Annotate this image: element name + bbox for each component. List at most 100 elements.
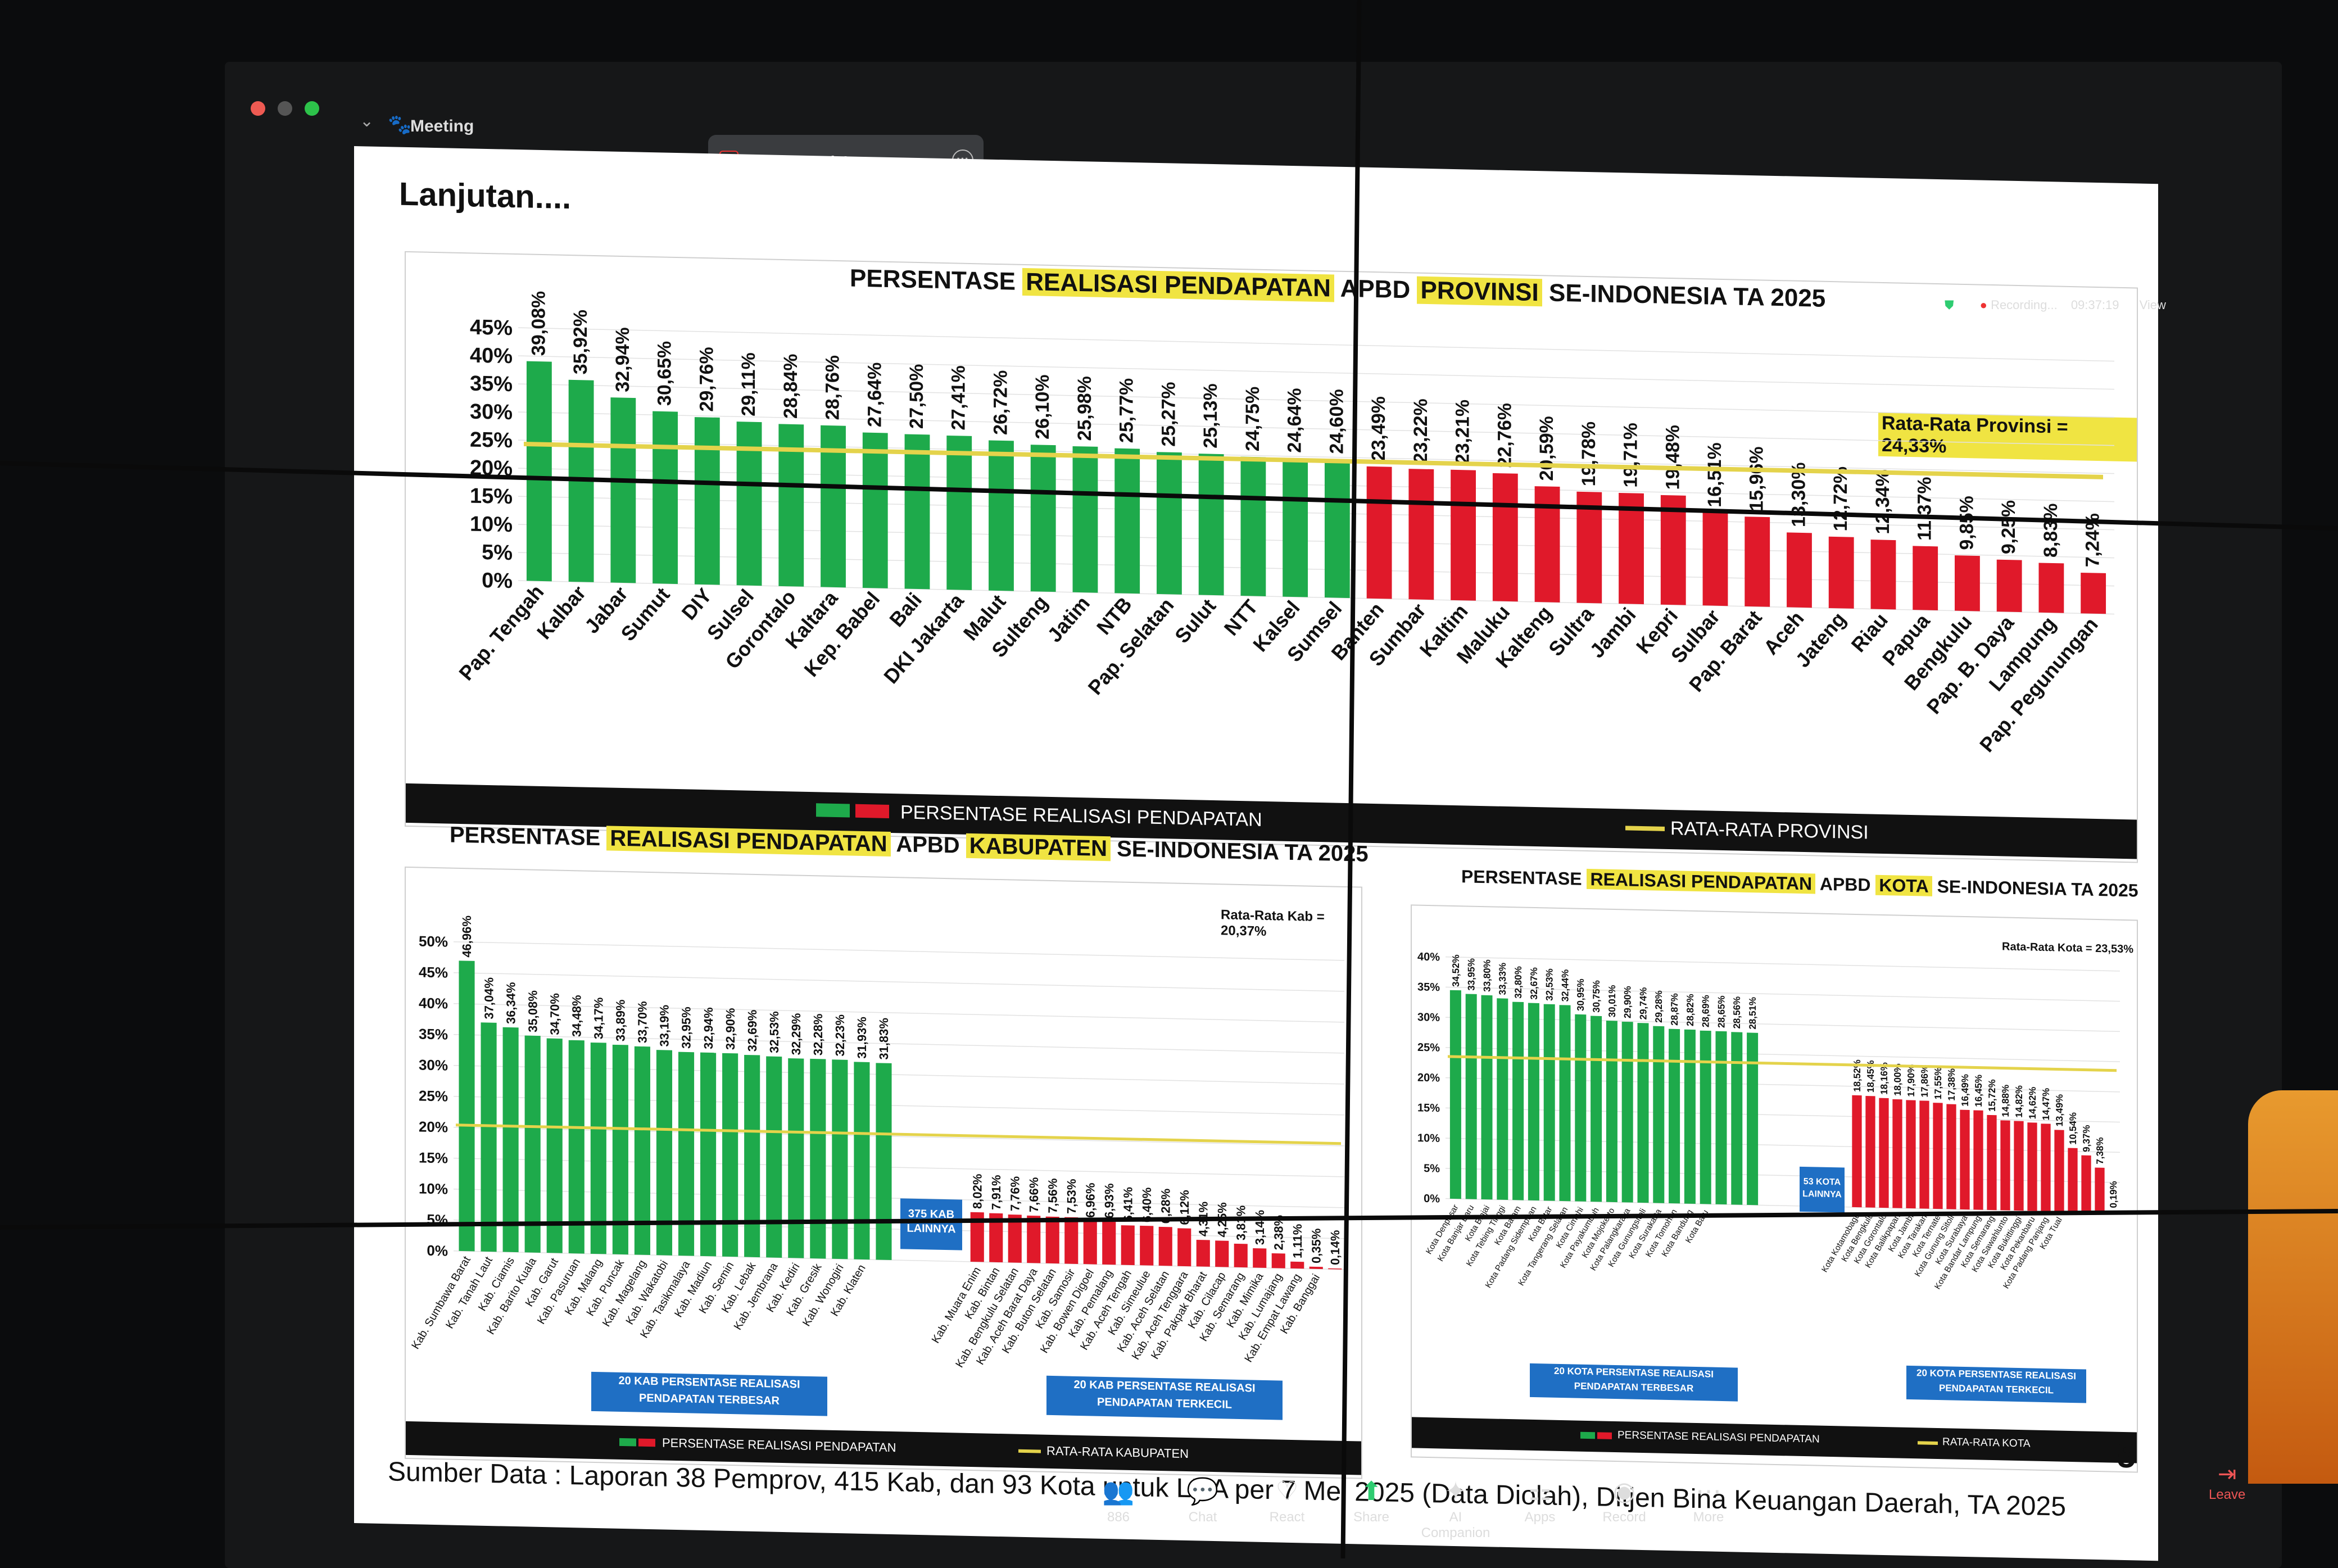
bar-sulsel (736, 422, 762, 586)
bar-value-label: 17,38% (1946, 1068, 1957, 1101)
bar-value-label: 33,19% (658, 1005, 672, 1047)
bar (2054, 1130, 2064, 1212)
bar (2068, 1148, 2078, 1212)
bar-aceh (1787, 532, 1812, 608)
gridline (454, 1064, 1344, 1085)
chat-icon: 💬 (1186, 1476, 1219, 1506)
y-tick-label: 20% (1417, 1072, 1440, 1085)
bar-value-label: 31,83% (877, 1018, 891, 1060)
bar (1684, 1029, 1696, 1204)
chat-button[interactable]: 💬 Chat (1163, 1472, 1242, 1525)
apps-button[interactable]: ⚏ Apps (1501, 1472, 1579, 1525)
bar-value-label: 12,34% (1872, 469, 1893, 534)
bar-value-label: 32,23% (833, 1014, 847, 1057)
view-button[interactable]: View (2139, 298, 2166, 312)
bar-dki-jakarta (946, 435, 972, 591)
slide-heading: Lanjutan.... (399, 175, 572, 216)
x-category-label: Jatim (1043, 592, 1094, 647)
gridline (454, 1250, 1344, 1270)
bar (1606, 1021, 1617, 1203)
bar (1559, 1005, 1571, 1202)
record-button[interactable]: ◉ Record (1585, 1472, 1664, 1525)
sparkle-icon: ✦ (1444, 1476, 1467, 1506)
bar-value-label: 6,41% (1121, 1187, 1135, 1222)
bar-riau (1870, 540, 1896, 610)
gridline (518, 580, 2114, 615)
y-tick-label: 40% (419, 995, 448, 1012)
share-button[interactable]: ⬆ Share (1332, 1472, 1411, 1525)
bar-value-label: 17,90% (1906, 1064, 1916, 1097)
kabupaten-terbesar-badge: 20 KAB PERSENTASE REALISASI PENDAPATAN T… (591, 1371, 827, 1416)
bar (1946, 1104, 1956, 1209)
background-orange-shape (2248, 1090, 2338, 1484)
bar (2041, 1123, 2051, 1212)
bar-value-label: 33,89% (614, 999, 628, 1041)
close-window-button[interactable] (251, 101, 265, 116)
bar-value-label: 28,69% (1701, 995, 1711, 1027)
legend-green-swatch (816, 803, 850, 818)
bar-kalsel (1283, 458, 1308, 597)
bar-jateng (1828, 536, 1854, 609)
gridline (518, 383, 2114, 418)
legend-realisasi-label: PERSENTASE REALISASI PENDAPATAN (662, 1435, 896, 1455)
bar (1852, 1095, 1862, 1208)
bar (1271, 1253, 1285, 1268)
bar (1027, 1215, 1041, 1263)
bar (1465, 994, 1477, 1199)
leave-icon: ⇥ (2217, 1462, 2237, 1487)
bar-value-label: 7,76% (1008, 1176, 1022, 1212)
bar-value-label: 32,53% (1544, 968, 1555, 1001)
bar (989, 1213, 1003, 1263)
bar (2027, 1122, 2037, 1211)
recording-status: ⛊ ● Recording... 09:37:19 View (1945, 298, 2166, 312)
bar (1177, 1228, 1191, 1267)
y-tick-label: 30% (419, 1057, 448, 1074)
bar (1669, 1028, 1680, 1204)
gridline (454, 1219, 1344, 1239)
bar (1865, 1095, 1875, 1208)
chart-kabupaten-panel: Rata-Rata Kab = 20,37% 0% 5% 10% 15% 20% 25% 3… (405, 866, 1362, 1479)
legend-red-swatch (855, 804, 889, 818)
y-tick-label: 35% (419, 1026, 448, 1043)
react-button[interactable]: ♡ React (1248, 1472, 1326, 1525)
bar-value-label: 23,22% (1410, 398, 1431, 464)
bar-value-label: 30,75% (1591, 980, 1602, 1013)
y-tick-label: 15% (1417, 1102, 1440, 1114)
bar-papua (1913, 546, 1938, 611)
window-title: Meeting (410, 117, 474, 135)
bar-value-label: 29,11% (738, 352, 759, 416)
y-tick-label: 5% (1424, 1162, 1440, 1175)
leave-button[interactable]: ⇥ Leave (2209, 1462, 2246, 1502)
bar (546, 1038, 563, 1253)
bar (722, 1053, 738, 1257)
bar-value-label: 27,64% (864, 362, 885, 427)
bar-value-label: 34,48% (569, 995, 583, 1037)
bar (1528, 1003, 1539, 1201)
bar (1960, 1109, 1970, 1210)
y-tick-label: 5% (427, 1211, 448, 1229)
maximize-window-button[interactable] (305, 101, 319, 116)
gridline (1446, 956, 2120, 972)
bar-lampung (2038, 563, 2064, 613)
bar-value-label: 28,82% (1685, 994, 1696, 1026)
bar (1045, 1216, 1059, 1264)
participants-button[interactable]: 👥 886 (1079, 1472, 1158, 1525)
bar (656, 1050, 673, 1256)
bar-value-label: 32,90% (723, 1008, 737, 1050)
chart-kabupaten-svg: 0%5%10%15%20%25%30%35%40%45%50% 46,96%Kab… (409, 916, 1344, 1370)
ai-companion-button[interactable]: ✦ AI Companion (1416, 1472, 1495, 1541)
chevron-down-icon[interactable]: ⌄ (360, 112, 374, 130)
bar-value-label: 1,11% (1290, 1224, 1304, 1259)
legend-red-swatch (638, 1438, 655, 1447)
bar (1290, 1261, 1304, 1269)
bar (2081, 1155, 2091, 1212)
more-button[interactable]: ⋯ More (1669, 1472, 1748, 1525)
minimize-window-button[interactable] (278, 101, 292, 116)
bar-value-label: 30,95% (1575, 978, 1586, 1011)
bar-pap-pegunungan (2081, 572, 2106, 614)
bar-value-label: 16,45% (1973, 1075, 1984, 1107)
bar-value-label: 7,24% (2082, 513, 2104, 568)
bar-value-label: 10,54% (2068, 1112, 2078, 1145)
bar (502, 1027, 519, 1253)
bar (1196, 1239, 1210, 1267)
